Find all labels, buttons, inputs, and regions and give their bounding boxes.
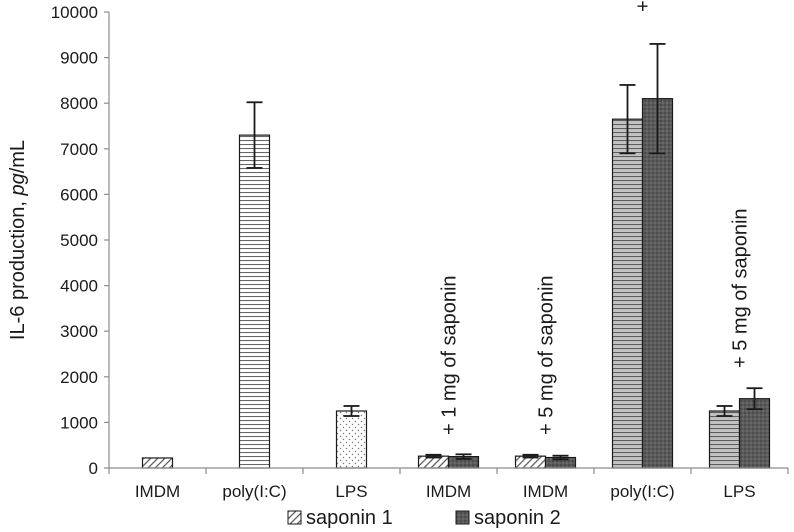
legend-label-saponin-1: saponin 1	[306, 507, 393, 529]
x-tick-label: IMDM	[426, 482, 471, 501]
x-tick-label: LPS	[335, 482, 367, 501]
y-tick-label: 1000	[60, 413, 98, 432]
x-tick-label: poly(I:C)	[222, 482, 286, 501]
y-tick-label: 2000	[60, 368, 98, 387]
x-tick-label: IMDM	[135, 482, 180, 501]
bars	[141, 98, 771, 469]
annotation-2: + 5 mg of saponin	[536, 275, 558, 435]
annotation-1: + 1 mg of saponin	[439, 275, 461, 435]
x-tick-label: IMDM	[523, 482, 568, 501]
error-bars	[246, 43, 763, 461]
annotation-3: + 5 mg	[633, 0, 655, 12]
axes	[108, 12, 788, 469]
y-axis-label-unit-italic: pg	[7, 173, 29, 196]
x-axis-ticks: IMDM poly(I:C) LPS IMDM IMDM poly(I:C) LPS	[108, 468, 789, 501]
x-tick-label: poly(I:C)	[610, 482, 674, 501]
y-tick-label: 9000	[60, 49, 98, 68]
y-axis-label-part: IL-6 production,	[7, 196, 29, 341]
x-tick-label: LPS	[723, 482, 755, 501]
legend-label-saponin-2: saponin 2	[474, 507, 561, 529]
y-tick-label: 7000	[60, 140, 98, 159]
y-axis-label-part: /mL	[7, 140, 29, 173]
bar-8	[611, 118, 644, 469]
y-tick-label: 0	[89, 459, 98, 478]
legend-swatch-saponin-1	[287, 510, 302, 525]
y-tick-label: 6000	[60, 185, 98, 204]
annotations: + 1 mg of saponin + 5 mg of saponin + 5 mg…	[439, 0, 752, 435]
bar-10	[708, 410, 741, 469]
bar-2	[238, 134, 271, 469]
annotation-4: + 5 mg of saponin	[730, 208, 752, 368]
y-tick-label: 4000	[60, 277, 98, 296]
y-tick-label: 5000	[60, 231, 98, 250]
y-axis-ticks: 0 1000 2000 3000 4000 5000 6000 7000 8000 9000 100…	[51, 3, 109, 478]
legend-swatch-saponin-2	[455, 510, 470, 525]
y-tick-label: 3000	[60, 322, 98, 341]
y-tick-label: 10000	[51, 3, 98, 22]
bar-1	[141, 457, 174, 469]
y-tick-label: 8000	[60, 94, 98, 113]
y-axis-label: IL-6 production, pg/mL	[7, 140, 29, 340]
bar-3	[335, 410, 368, 469]
legend: saponin 1 saponin 2	[287, 507, 561, 529]
